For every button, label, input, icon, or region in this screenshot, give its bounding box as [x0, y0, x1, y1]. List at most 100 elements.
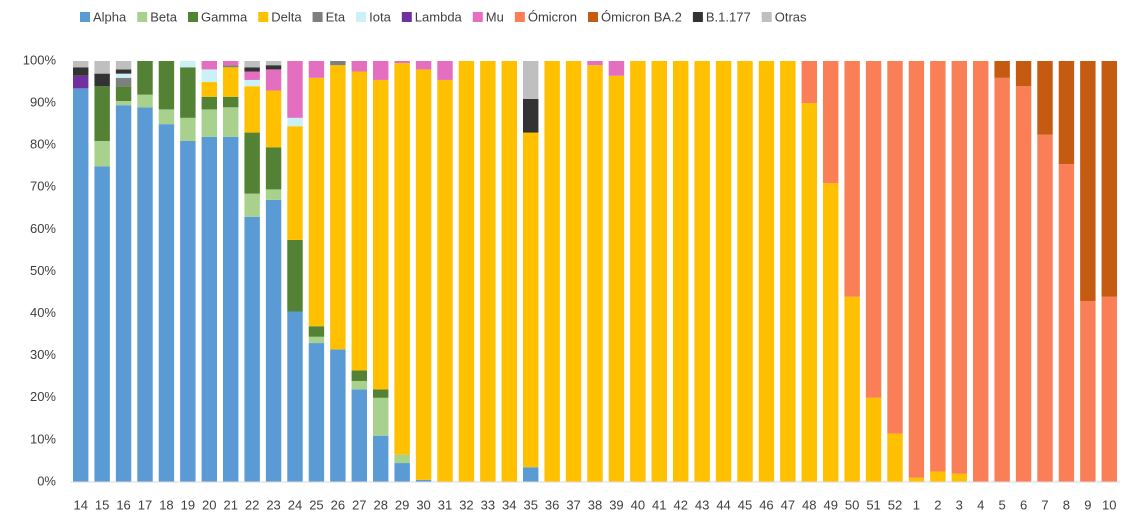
x-tick-label: 1: [913, 497, 920, 512]
bar-segment: [94, 86, 110, 141]
y-tick-label: 60%: [30, 221, 56, 236]
bar-segment: [865, 61, 882, 398]
legend-label: Lambda: [415, 9, 463, 24]
x-tick-label: 45: [738, 497, 752, 512]
x-tick-label: 32: [459, 497, 473, 512]
bar-segment: [523, 61, 539, 99]
bar-segment: [437, 61, 453, 80]
bar-segment: [908, 477, 925, 482]
bar-segment: [244, 132, 260, 194]
bar-segment: [308, 61, 325, 78]
x-tick-label: 34: [502, 497, 516, 512]
bar-segment: [94, 73, 110, 87]
x-tick-label: 52: [888, 497, 902, 512]
bar-segment: [73, 75, 89, 89]
bar-segment: [180, 117, 196, 141]
bar-segment: [265, 69, 282, 91]
bar-segment: [201, 82, 217, 97]
bar-segment: [115, 77, 132, 87]
bar-segment: [73, 61, 89, 68]
x-tick-label: 5: [999, 497, 1006, 512]
bar-segment: [158, 109, 175, 125]
bar-segment: [351, 370, 367, 381]
legend-label: Otras: [775, 9, 807, 24]
bar-segment: [115, 100, 132, 106]
bar-segment: [265, 189, 282, 200]
bar-segment: [351, 61, 367, 72]
bar-segment: [180, 67, 196, 118]
bar-segment: [1058, 61, 1075, 165]
bar-segment: [801, 103, 817, 482]
legend-label: Mu: [486, 9, 504, 24]
bar-segment: [1080, 61, 1096, 301]
bar-segment: [223, 96, 239, 108]
bar-segment: [94, 166, 110, 482]
bar-segment: [415, 479, 432, 482]
bar-segment: [415, 69, 432, 480]
bar-segment: [1101, 296, 1117, 482]
x-tick-label: 39: [609, 497, 623, 512]
legend-swatch: [692, 12, 703, 22]
x-tick-label: 6: [1020, 497, 1027, 512]
bar-segment: [351, 380, 367, 390]
bar-segment: [994, 61, 1010, 78]
bar-segment: [608, 75, 625, 483]
x-tick-label: 31: [438, 497, 452, 512]
x-tick-label: 36: [545, 497, 559, 512]
bar-segment: [887, 433, 903, 482]
bar-segment: [373, 389, 389, 398]
x-tick-label: 22: [245, 497, 259, 512]
bar-segment: [265, 61, 282, 66]
bar-segment: [351, 71, 367, 371]
bar-segment: [223, 65, 239, 68]
bar-segment: [330, 61, 346, 66]
bar-segment: [180, 61, 196, 68]
bar-segment: [137, 107, 153, 482]
bar-segment: [651, 61, 667, 482]
x-tick-label: 27: [352, 497, 366, 512]
x-tick-label: 20: [202, 497, 216, 512]
x-tick-label: 49: [823, 497, 837, 512]
bar-segment: [244, 193, 260, 217]
y-tick-label: 100%: [23, 52, 57, 67]
bar-segment: [394, 454, 410, 464]
bar-segment: [523, 98, 539, 133]
x-tick-label: 40: [631, 497, 645, 512]
bar-segment: [265, 90, 282, 148]
bar-segment: [115, 73, 132, 78]
x-tick-label: 21: [223, 497, 237, 512]
legend-swatch: [312, 12, 323, 22]
x-tick-label: 25: [309, 497, 323, 512]
bar-segment: [94, 61, 110, 74]
bar-segment: [223, 61, 239, 66]
x-tick-label: 2: [934, 497, 941, 512]
bar-segment: [115, 61, 132, 70]
bar-segment: [758, 61, 775, 482]
legend-label: Alpha: [93, 9, 127, 24]
y-tick-label: 80%: [30, 137, 56, 152]
x-tick-label: 4: [977, 497, 984, 512]
bar-segment: [351, 389, 367, 482]
bar-segment: [287, 61, 303, 118]
legend-swatch: [761, 12, 772, 22]
bar-segment: [587, 65, 603, 483]
bar-segment: [244, 67, 260, 72]
bar-segment: [73, 88, 89, 483]
bar-segment: [137, 94, 153, 108]
legend-swatch: [587, 12, 598, 22]
legend-swatch: [514, 12, 525, 22]
y-tick-label: 10%: [30, 431, 56, 446]
bar-segment: [158, 124, 175, 483]
bar-segment: [694, 61, 710, 482]
x-tick-label: 30: [416, 497, 430, 512]
bar-segment: [265, 199, 282, 482]
x-tick-label: 35: [523, 497, 537, 512]
bar-segment: [287, 239, 303, 312]
bar-segment: [951, 473, 967, 482]
bar-segment: [630, 61, 646, 482]
bar-segment: [587, 61, 603, 66]
legend-swatch: [258, 12, 269, 22]
legend-swatch: [188, 12, 198, 22]
legend-label: Gamma: [201, 9, 248, 24]
